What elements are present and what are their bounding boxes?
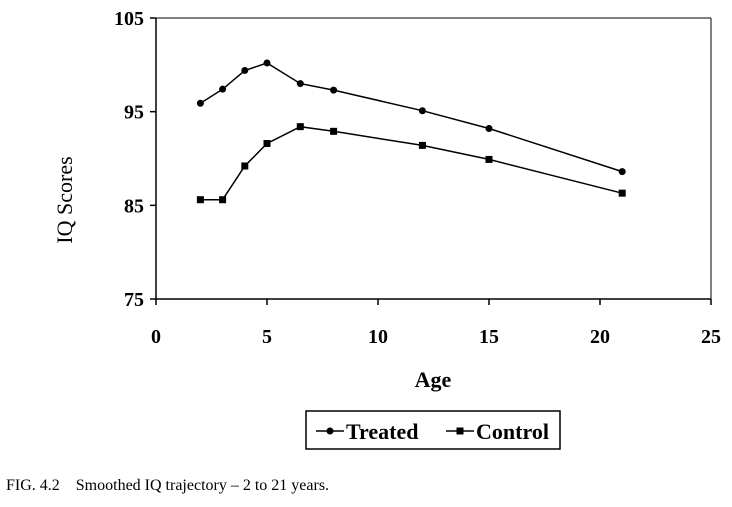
data-point <box>219 85 227 93</box>
data-point <box>418 141 426 149</box>
data-point <box>418 107 426 115</box>
series-treated <box>196 59 626 176</box>
series-line-treated <box>199 62 623 173</box>
x-axis-title: Age <box>415 367 452 392</box>
y-tick-label: 85 <box>124 195 144 217</box>
series-control <box>196 123 626 204</box>
legend-box <box>305 410 561 450</box>
series-layer <box>196 59 626 204</box>
figure-caption: FIG. 4.2 Smoothed IQ trajectory – 2 to 2… <box>6 477 330 494</box>
legend-marker <box>456 427 464 435</box>
legend-marker <box>326 427 334 435</box>
legend-label: Treated <box>346 419 419 444</box>
data-point <box>618 189 626 197</box>
data-point <box>241 162 249 170</box>
data-point <box>196 99 204 107</box>
data-point <box>196 196 204 204</box>
data-point <box>241 66 249 74</box>
legend: Treated Control <box>305 410 561 450</box>
data-point <box>296 123 304 131</box>
legend-label: Control <box>476 419 549 444</box>
x-tick-label: 15 <box>479 326 499 348</box>
data-point <box>618 168 626 176</box>
x-tick-label: 25 <box>701 326 721 348</box>
y-tick-label: 75 <box>124 289 144 311</box>
data-point <box>330 127 338 135</box>
y-axis-title: IQ Scores <box>52 156 77 243</box>
data-point <box>296 80 304 88</box>
data-point <box>485 155 493 163</box>
data-point <box>263 140 271 148</box>
iq-trajectory-chart: 75 85 95 105 0 5 10 15 20 25 IQ Scores Age Treate… <box>52 8 721 450</box>
data-point <box>330 86 338 94</box>
data-point <box>263 59 271 67</box>
data-point <box>219 196 227 204</box>
series-line-control <box>200 125 623 201</box>
x-tick-label: 0 <box>151 326 161 348</box>
x-tick-label: 10 <box>368 326 388 348</box>
y-tick-label: 95 <box>124 102 144 124</box>
data-point <box>485 125 493 133</box>
x-tick-label: 5 <box>262 326 272 348</box>
ticks: 75 85 95 105 0 5 10 15 20 25 <box>114 8 721 348</box>
x-tick-label: 20 <box>590 326 610 348</box>
axes <box>155 17 712 300</box>
y-tick-label: 105 <box>114 8 144 30</box>
